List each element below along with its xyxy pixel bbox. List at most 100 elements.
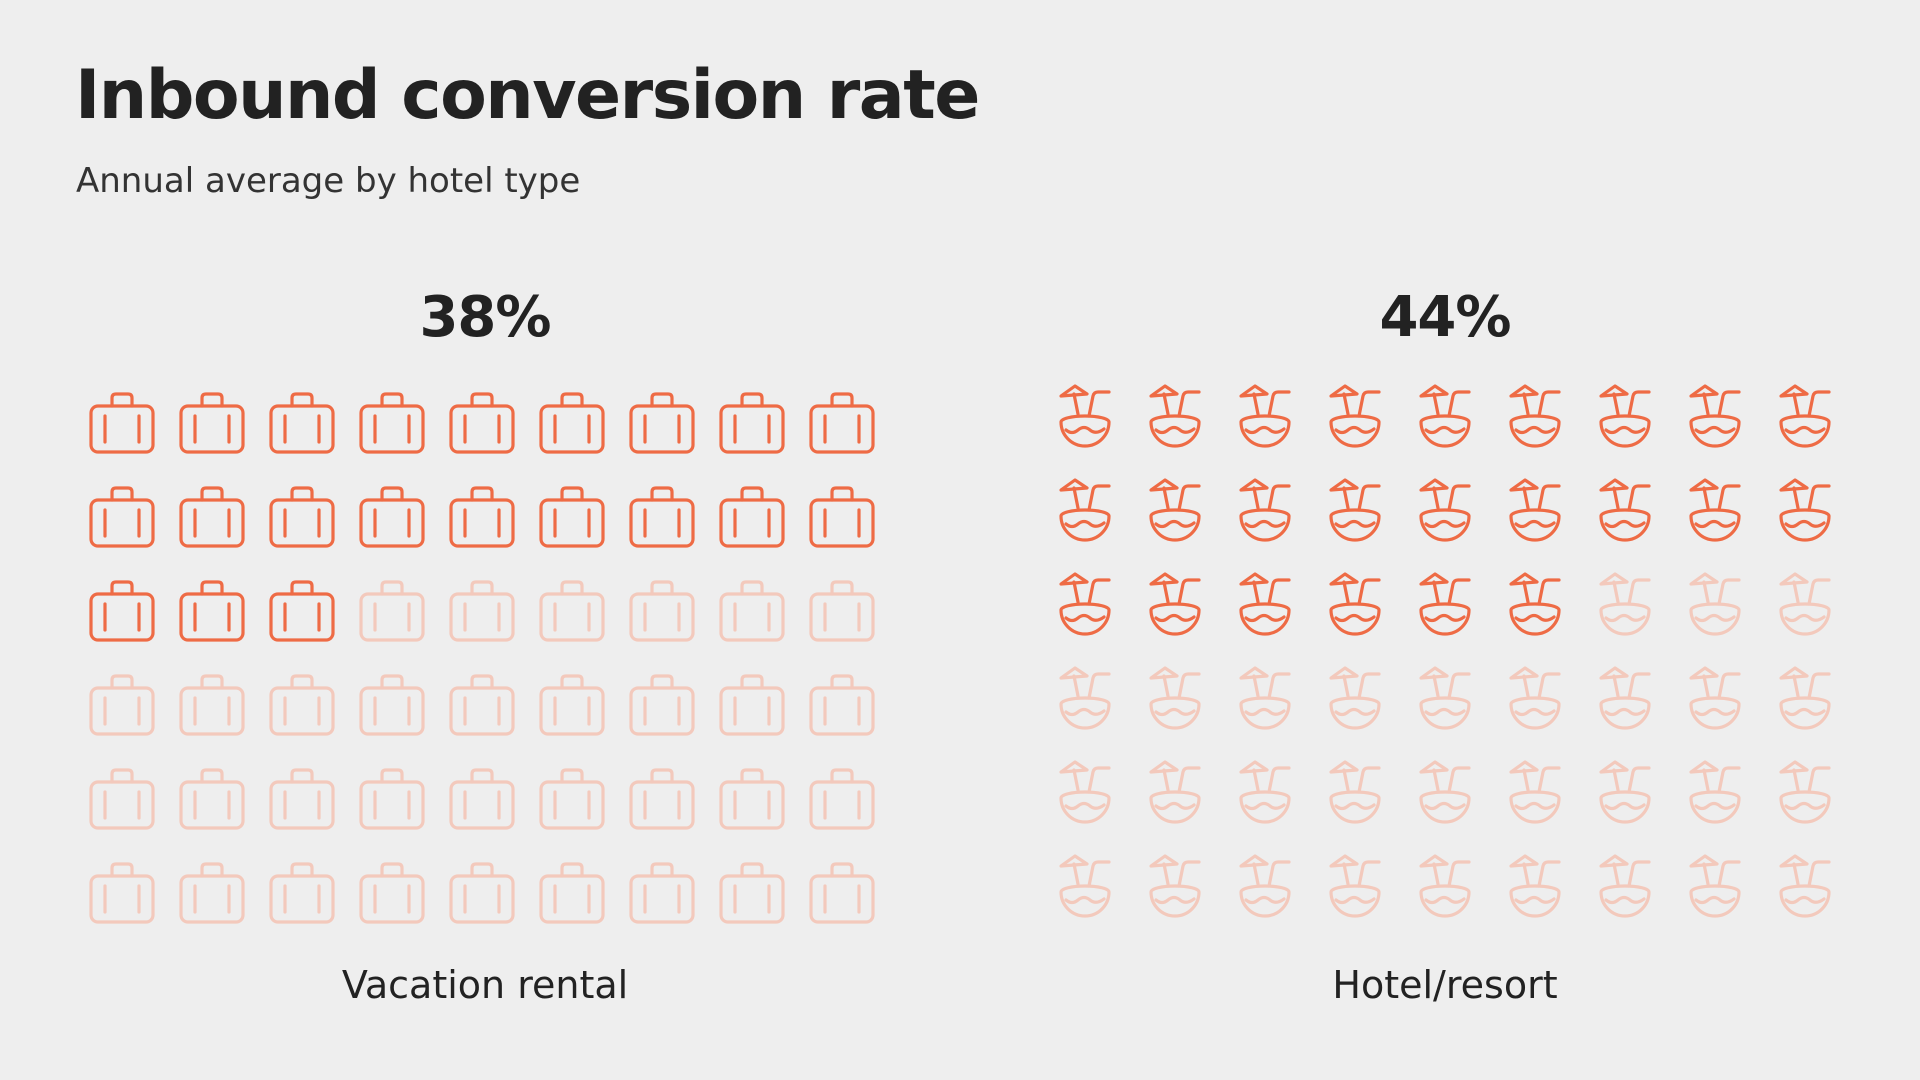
suitcase-icon (89, 392, 155, 454)
coconut-drink-icon (1779, 854, 1831, 918)
chart-subtitle: Annual average by hotel type (76, 161, 581, 201)
coconut-drink-icon (1599, 666, 1651, 730)
coconut-drink-icon (1419, 572, 1471, 636)
coconut-drink-icon (1059, 760, 1111, 824)
coconut-drink-icon (1239, 666, 1291, 730)
coconut-drink-icon (1149, 666, 1201, 730)
chart-title: Inbound conversion rate (75, 56, 980, 135)
suitcase-icon (89, 580, 155, 642)
suitcase-icon (719, 580, 785, 642)
suitcase-icon (359, 486, 425, 548)
suitcase-icon (809, 392, 875, 454)
suitcase-icon (629, 862, 695, 924)
pictogram-grid-vacation-rental (75, 390, 895, 950)
coconut-drink-icon (1329, 666, 1381, 730)
coconut-drink-icon (1779, 572, 1831, 636)
suitcase-icon (359, 580, 425, 642)
category-label-vacation-rental: Vacation rental (341, 963, 629, 1007)
coconut-drink-icon (1599, 384, 1651, 448)
suitcase-icon (449, 768, 515, 830)
suitcase-icon (539, 674, 605, 736)
coconut-drink-icon (1599, 572, 1651, 636)
coconut-drink-icon (1329, 478, 1381, 542)
suitcase-icon (179, 674, 245, 736)
suitcase-icon (539, 392, 605, 454)
suitcase-icon (539, 486, 605, 548)
suitcase-icon (269, 486, 335, 548)
coconut-drink-icon (1509, 384, 1561, 448)
suitcase-icon (629, 580, 695, 642)
coconut-drink-icon (1059, 478, 1111, 542)
coconut-drink-icon (1149, 760, 1201, 824)
suitcase-icon (539, 768, 605, 830)
coconut-drink-icon (1509, 854, 1561, 918)
suitcase-icon (179, 768, 245, 830)
coconut-drink-icon (1689, 478, 1741, 542)
pictogram-grid-hotel-resort (1035, 384, 1855, 950)
coconut-drink-icon (1509, 478, 1561, 542)
coconut-drink-icon (1059, 854, 1111, 918)
suitcase-icon (269, 674, 335, 736)
coconut-drink-icon (1329, 572, 1381, 636)
coconut-drink-icon (1509, 760, 1561, 824)
coconut-drink-icon (1689, 854, 1741, 918)
suitcase-icon (449, 392, 515, 454)
suitcase-icon (269, 392, 335, 454)
coconut-drink-icon (1149, 384, 1201, 448)
coconut-drink-icon (1419, 854, 1471, 918)
suitcase-icon (809, 580, 875, 642)
suitcase-icon (89, 768, 155, 830)
suitcase-icon (719, 392, 785, 454)
suitcase-icon (449, 486, 515, 548)
coconut-drink-icon (1689, 384, 1741, 448)
coconut-drink-icon (1419, 384, 1471, 448)
value-label-hotel-resort: 44% (1379, 285, 1511, 350)
suitcase-icon (719, 486, 785, 548)
coconut-drink-icon (1599, 760, 1651, 824)
panel-vacation-rental: 38% Vacation rental (75, 290, 895, 1020)
suitcase-icon (719, 862, 785, 924)
suitcase-icon (359, 862, 425, 924)
suitcase-icon (539, 580, 605, 642)
coconut-drink-icon (1779, 478, 1831, 542)
coconut-drink-icon (1689, 572, 1741, 636)
panel-hotel-resort: 44% Hotel/resort (1035, 290, 1855, 1020)
suitcase-icon (179, 486, 245, 548)
coconut-drink-icon (1689, 760, 1741, 824)
coconut-drink-icon (1509, 666, 1561, 730)
suitcase-icon (269, 768, 335, 830)
coconut-drink-icon (1149, 854, 1201, 918)
coconut-drink-icon (1599, 478, 1651, 542)
suitcase-icon (629, 768, 695, 830)
suitcase-icon (449, 862, 515, 924)
suitcase-icon (179, 392, 245, 454)
suitcase-icon (89, 674, 155, 736)
suitcase-icon (719, 674, 785, 736)
coconut-drink-icon (1419, 760, 1471, 824)
coconut-drink-icon (1599, 854, 1651, 918)
coconut-drink-icon (1419, 666, 1471, 730)
coconut-drink-icon (1149, 572, 1201, 636)
suitcase-icon (719, 768, 785, 830)
suitcase-icon (359, 768, 425, 830)
coconut-drink-icon (1239, 384, 1291, 448)
coconut-drink-icon (1239, 760, 1291, 824)
coconut-drink-icon (1509, 572, 1561, 636)
coconut-drink-icon (1239, 854, 1291, 918)
coconut-drink-icon (1239, 572, 1291, 636)
suitcase-icon (359, 674, 425, 736)
suitcase-icon (629, 486, 695, 548)
coconut-drink-icon (1779, 760, 1831, 824)
suitcase-icon (269, 862, 335, 924)
suitcase-icon (539, 862, 605, 924)
suitcase-icon (179, 862, 245, 924)
coconut-drink-icon (1239, 478, 1291, 542)
coconut-drink-icon (1059, 384, 1111, 448)
suitcase-icon (809, 486, 875, 548)
coconut-drink-icon (1059, 666, 1111, 730)
suitcase-icon (449, 674, 515, 736)
suitcase-icon (629, 674, 695, 736)
coconut-drink-icon (1419, 478, 1471, 542)
coconut-drink-icon (1779, 666, 1831, 730)
suitcase-icon (809, 862, 875, 924)
